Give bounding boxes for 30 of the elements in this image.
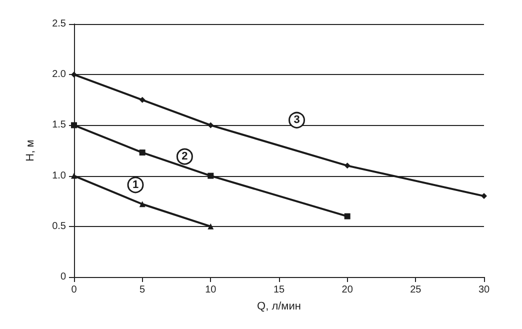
x-tick-label: 15 <box>273 284 285 296</box>
y-tick-label: 1.5 <box>52 120 66 131</box>
x-tick-label: 30 <box>478 284 490 296</box>
point <box>71 122 77 128</box>
x-tick-label: 0 <box>71 284 78 296</box>
x-tick-label: 5 <box>140 284 146 296</box>
y-tick-label: 0 <box>60 272 66 282</box>
point <box>139 96 146 103</box>
point <box>481 193 487 200</box>
point <box>344 162 350 169</box>
y-tick-label: 0.5 <box>52 220 66 232</box>
x-tick-label: 25 <box>410 284 422 296</box>
y-axis-title: H, м <box>24 140 36 162</box>
y-tick-label: 1.0 <box>52 170 66 182</box>
x-tick-label: 10 <box>205 284 217 296</box>
point <box>208 223 214 230</box>
x-axis-title: Q, л/мин <box>257 300 301 312</box>
point <box>71 172 77 179</box>
point <box>71 72 77 78</box>
y-tick-label: 2.0 <box>52 69 66 80</box>
annotation: 3 <box>294 114 300 126</box>
point <box>139 150 146 156</box>
point <box>208 172 214 179</box>
annotation: 1 <box>132 178 139 191</box>
point <box>139 201 146 208</box>
x-tick-label: 20 <box>342 284 354 296</box>
point <box>344 213 350 220</box>
point <box>208 122 214 128</box>
y-tick-label: 2.5 <box>52 18 66 30</box>
annotation: 2 <box>182 150 188 163</box>
